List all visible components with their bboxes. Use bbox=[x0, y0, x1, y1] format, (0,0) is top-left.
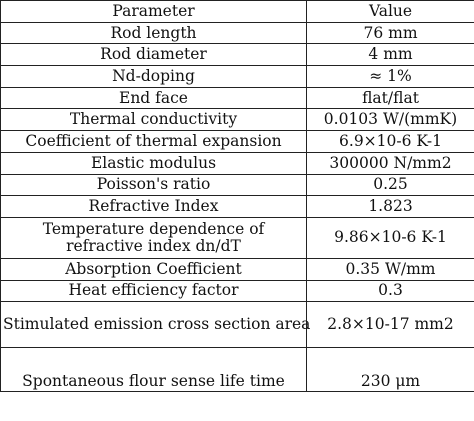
parameter-cell: Rod length bbox=[0, 21, 307, 45]
value-cell: 0.35 W/mm bbox=[306, 257, 474, 281]
table-header-row: Parameter Value bbox=[0, 0, 474, 23]
value-cell: 0.3 bbox=[306, 279, 474, 303]
parameter-cell: Stimulated emission cross section area bbox=[0, 301, 310, 349]
table-row: Rod length 76 mm bbox=[0, 21, 474, 45]
parameter-cell: Elastic modulus bbox=[0, 151, 307, 175]
table-row: End face flat/flat bbox=[0, 86, 474, 110]
table-row: Elastic modulus 300000 N/mm2 bbox=[0, 151, 474, 175]
table-row: Nd-doping ≈ 1% bbox=[0, 65, 474, 88]
table-row: Temperature dependence of refractive ind… bbox=[0, 216, 474, 259]
parameter-cell: Heat efficiency factor bbox=[0, 279, 307, 303]
parameter-cell: Poisson's ratio bbox=[0, 173, 307, 197]
value-cell: 6.9×10-6 K-1 bbox=[306, 130, 474, 153]
table-row: Coefficient of thermal expansion 6.9×10-… bbox=[0, 130, 474, 153]
value-cell: 300000 N/mm2 bbox=[306, 151, 474, 175]
parameter-cell: Spontaneous flour sense life time bbox=[0, 347, 307, 393]
parameter-cell: Thermal conductivity bbox=[0, 108, 307, 132]
parameter-cell: Absorption Coefficient bbox=[0, 257, 307, 281]
parameter-cell: Rod diameter bbox=[0, 43, 307, 67]
value-cell: ≈ 1% bbox=[306, 65, 474, 88]
parameter-cell: End face bbox=[0, 86, 307, 110]
table-row: Refractive Index 1.823 bbox=[0, 195, 474, 218]
value-cell: 1.823 bbox=[306, 195, 474, 218]
value-cell: 0.0103 W/(mmK) bbox=[306, 108, 474, 132]
value-cell: 4 mm bbox=[306, 43, 474, 67]
table-row: Stimulated emission cross section area 2… bbox=[0, 301, 474, 349]
value-cell: 2.8×10-17 mm2 bbox=[306, 301, 474, 349]
table-row: Absorption Coefficient 0.35 W/mm bbox=[0, 257, 474, 281]
value-cell: 76 mm bbox=[306, 21, 474, 45]
table-row: Thermal conductivity 0.0103 W/(mmK) bbox=[0, 108, 474, 132]
parameter-table: Parameter Value Rod length 76 mm Rod dia… bbox=[0, 0, 474, 393]
parameter-cell: Nd-doping bbox=[0, 65, 307, 88]
parameter-cell: Temperature dependence of refractive ind… bbox=[0, 216, 307, 259]
value-cell: 0.25 bbox=[306, 173, 474, 197]
table-row: Spontaneous flour sense life time 230 μm bbox=[0, 347, 474, 393]
table-row: Poisson's ratio 0.25 bbox=[0, 173, 474, 197]
parameter-cell: Refractive Index bbox=[0, 195, 307, 218]
value-cell: flat/flat bbox=[306, 86, 474, 110]
table-row: Rod diameter 4 mm bbox=[0, 43, 474, 67]
table-row: Heat efficiency factor 0.3 bbox=[0, 279, 474, 303]
value-cell: 230 μm bbox=[306, 347, 474, 393]
header-parameter: Parameter bbox=[0, 0, 307, 23]
parameter-cell: Coefficient of thermal expansion bbox=[0, 130, 307, 153]
value-cell: 9.86×10-6 K-1 bbox=[306, 216, 474, 259]
header-value: Value bbox=[306, 0, 474, 23]
